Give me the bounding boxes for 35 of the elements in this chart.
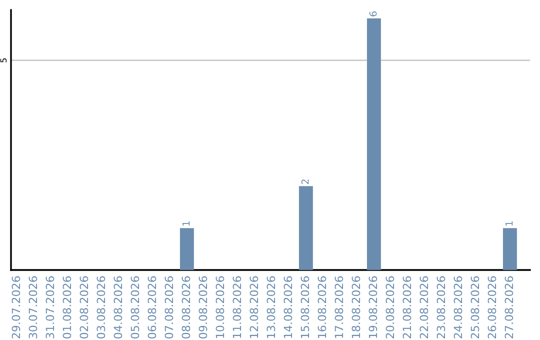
- x-tick-label: 30.07.2026: [28, 276, 38, 338]
- data-label: 2: [301, 180, 309, 184]
- x-tick-label: 06.08.2026: [148, 276, 156, 338]
- x-tick-label: 13.08.2026: [266, 276, 276, 338]
- x-tick-label: 19.08.2026: [368, 276, 378, 338]
- x-tick-label: 17.08.2026: [334, 276, 344, 338]
- x-tick-label: 26.08.2026: [488, 276, 496, 338]
- x-tick-label: 27.08.2026: [504, 276, 514, 338]
- data-label: 1: [182, 221, 190, 226]
- x-tick-label: 03.08.2026: [96, 276, 106, 338]
- x-tick-label: 11.08.2026: [232, 276, 242, 338]
- x-tick-label: 15.08.2026: [300, 276, 310, 338]
- x-tick-label: 01.08.2026: [62, 276, 72, 338]
- data-label: 1: [506, 221, 513, 226]
- x-tick-label: 22.08.2026: [420, 276, 428, 338]
- x-tick-label: 02.08.2026: [80, 276, 88, 338]
- x-tick-label: 16.08.2026: [318, 276, 326, 338]
- x-tick-label: 23.08.2026: [436, 276, 446, 338]
- x-tick-label: 24.08.2026: [454, 276, 462, 338]
- x-tick-label: 08.08.2026: [182, 276, 190, 338]
- x-tick-label: 07.08.2026: [164, 276, 174, 338]
- x-tick-label: 25.08.2026: [470, 276, 480, 338]
- x-tick-label: 21.08.2026: [402, 276, 412, 338]
- x-tick-label: 04.08.2026: [114, 276, 122, 338]
- x-tick-label: 18.08.2026: [352, 276, 360, 338]
- x-tick-label: 12.08.2026: [250, 276, 258, 338]
- y-tick-label: 5: [0, 58, 7, 62]
- x-tick-label: 05.08.2026: [130, 276, 140, 338]
- x-tick-label: 14.08.2026: [284, 276, 292, 338]
- data-label: 6: [369, 11, 377, 16]
- x-tick-label: 20.08.2026: [386, 276, 394, 338]
- x-tick-label: 09.08.2026: [198, 276, 208, 338]
- x-tick-label: 10.08.2026: [216, 276, 224, 338]
- x-tick-label: 31.07.2026: [46, 276, 54, 338]
- x-tick-label: 29.07.2026: [12, 276, 20, 338]
